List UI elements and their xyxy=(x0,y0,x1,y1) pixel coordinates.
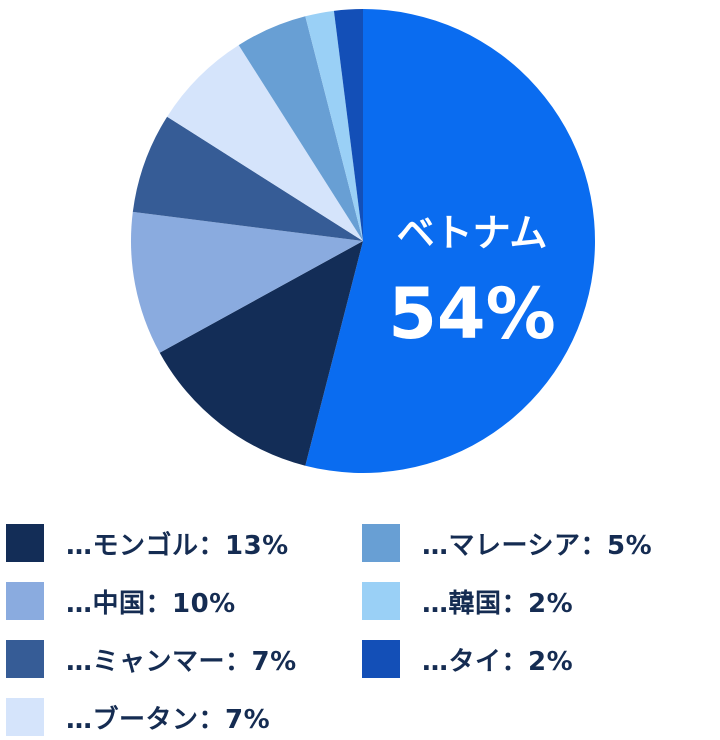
legend-swatch xyxy=(362,640,400,678)
pie-slice-0 xyxy=(305,9,596,473)
highlight-value: 54% xyxy=(388,273,556,355)
pie-slice-6 xyxy=(305,10,363,241)
legend-item-korea: …韓国：2% xyxy=(362,582,573,620)
legend-item-thailand: …タイ：2% xyxy=(362,640,573,678)
pie-slice-3 xyxy=(132,116,363,241)
legend-label: …マレーシア：5% xyxy=(422,530,653,561)
highlight-name: ベトナム xyxy=(397,211,548,255)
legend-swatch xyxy=(6,582,44,620)
pie-slice-7 xyxy=(333,9,363,241)
pie-chart: ベトナム 54% xyxy=(131,9,596,473)
legend-label: …モンゴル：13% xyxy=(66,530,289,561)
legend-item-china: …中国：10% xyxy=(6,582,236,620)
legend-item-mongolia: …モンゴル：13% xyxy=(6,524,289,562)
legend-swatch xyxy=(362,524,400,562)
legend-label: …中国：10% xyxy=(66,588,236,619)
legend-label: …ブータン：7% xyxy=(66,704,271,735)
pie-slice-1 xyxy=(159,241,363,466)
legend-item-bhutan: …ブータン：7% xyxy=(6,698,270,736)
legend: …モンゴル：13% …中国：10% …ミャンマー：7% …ブータン：7% …マレ… xyxy=(0,518,720,740)
pie-slices xyxy=(131,9,596,473)
pie-slice-2 xyxy=(131,211,363,353)
legend-swatch xyxy=(6,698,44,736)
legend-label: …タイ：2% xyxy=(422,646,574,677)
legend-item-malaysia: …マレーシア：5% xyxy=(362,524,652,562)
legend-swatch xyxy=(6,524,44,562)
legend-label: …ミャンマー：7% xyxy=(66,646,297,677)
pie-slice-4 xyxy=(167,45,363,242)
legend-item-myanmar: …ミャンマー：7% xyxy=(6,640,297,678)
legend-label: …韓国：2% xyxy=(422,588,574,619)
legend-swatch xyxy=(6,640,44,678)
pie-slice-5 xyxy=(238,16,363,241)
legend-swatch xyxy=(362,582,400,620)
